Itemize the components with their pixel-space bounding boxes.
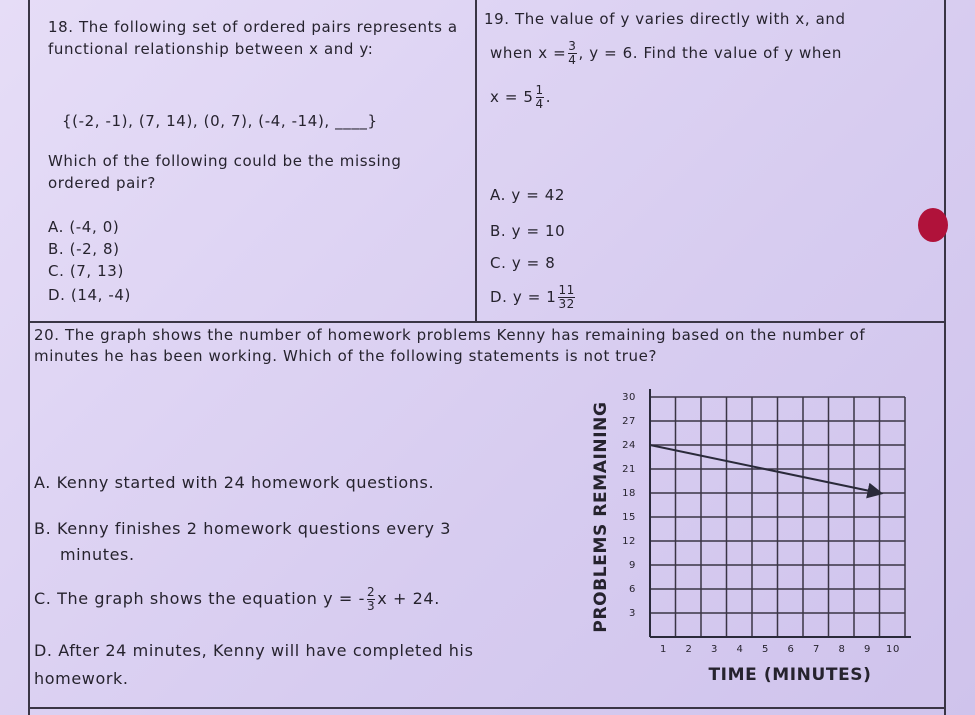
y-tick-label: 12 [622,536,636,547]
y-tick-label: 27 [622,416,636,427]
y-tick-label: 9 [629,560,636,571]
border [944,0,946,715]
choice: B. Kenny finishes 2 homework questions e… [34,516,500,568]
text: , y = 6. Find the value of y when [578,44,842,62]
letter: B. [34,519,52,538]
choice: D. y = 1 11 32 [490,284,577,311]
choice: B. y = 10 [490,220,565,242]
fraction: 11 32 [558,283,575,311]
letter: A. [34,473,51,492]
denominator: 4 [568,53,577,67]
text: . [545,88,552,106]
x-tick-label: 1 [660,644,667,655]
x-label: TIME (MINUTES) [708,665,871,685]
x-tick-label: 10 [886,644,900,655]
question-text: The value of y varies directly with x, a… [515,10,846,28]
dot [918,208,948,242]
text: x = 5 [490,88,534,106]
choice: A. y = 42 [490,184,565,206]
letter: C. [490,254,507,272]
letter: A. [490,186,506,204]
choice: D. After 24 minutes, Kenny will have com… [34,637,514,693]
numerator: 3 [568,39,577,54]
text: (-4, 0) [69,218,120,236]
set: {(-2, -1), (7, 14), (0, 7), (-4, -14), _… [62,112,378,130]
y-tick-label: 24 [622,440,636,451]
number: 20. [34,326,60,344]
letter: B. [48,240,65,258]
numerator: 1 [535,83,544,98]
x-tick-label: 2 [686,644,693,655]
letter: A. [48,218,64,236]
text: After 24 minutes, Kenny will have comple… [34,641,474,688]
y-tick-label: 6 [629,584,636,595]
x-tick-label: 7 [813,644,820,655]
question: Which of the following could be the miss… [48,152,402,192]
y-tick-label: 18 [622,488,636,499]
y-label: PROBLEMS REMAINING [591,401,611,632]
choice: B. (-2, 8) [48,238,120,260]
choice: C. y = 8 [490,252,555,274]
y-tick-label: 3 [629,608,636,619]
x-tick-label: 3 [711,644,718,655]
y-tick-label: 30 [622,392,636,403]
choice: D. (14, -4) [48,284,131,306]
letter: D. [34,641,53,660]
number: 18. [48,18,74,36]
question-text: The following set of ordered pairs repre… [48,18,458,58]
numerator: 2 [366,585,376,600]
text: Kenny started with 24 homework questions… [56,473,435,492]
choice: A. Kenny started with 24 homework questi… [34,470,484,495]
denominator: 32 [558,297,575,311]
number: 19. [484,10,510,28]
x-tick-label: 6 [788,644,795,655]
text: (7, 13) [69,262,124,280]
y-tick-label: 21 [622,464,636,475]
letter: D. [48,286,66,304]
q20: 20. The graph shows the number of homewo… [34,325,934,367]
letter: C. [34,589,52,608]
text: (-2, 8) [69,240,120,258]
text: y = 8 [511,254,556,272]
question-text: The graph shows the number of homework p… [34,326,866,365]
border [28,707,946,709]
text: when x = [490,44,567,62]
text: y = 10 [511,222,566,240]
letter: B. [490,222,507,240]
text: y = 1 [512,288,557,306]
x-tick-label: 8 [839,644,846,655]
letter: D. [490,288,508,306]
text: y = 42 [511,186,566,204]
x-tick-label: 4 [737,644,744,655]
y-tick-label: 15 [622,512,636,523]
numerator: 11 [558,283,575,298]
text: The graph shows the equation y = - [57,589,365,608]
text: (14, -4) [70,286,131,304]
x-tick-label: 9 [864,644,871,655]
graph: PROBLEMS REMAINING TIME (MINUTES) 369121… [591,389,911,685]
data-line [649,444,884,499]
denominator: 3 [366,599,376,613]
divider [475,0,477,322]
text: x + 24. [377,589,440,608]
border [28,0,30,715]
text: Kenny finishes 2 homework questions ever… [56,519,451,564]
choice: C. (7, 13) [48,260,124,282]
choice: A. (-4, 0) [48,216,119,238]
q19: 19. The value of y varies directly with … [484,8,934,30]
q18: 18. The following set of ordered pairs r… [48,16,468,60]
letter: C. [48,262,65,280]
divider [28,321,946,323]
denominator: 4 [535,97,544,111]
x-tick-label: 5 [762,644,769,655]
q19-line: when x = 3 4, y = 6. Find the value of y w… [490,40,940,67]
